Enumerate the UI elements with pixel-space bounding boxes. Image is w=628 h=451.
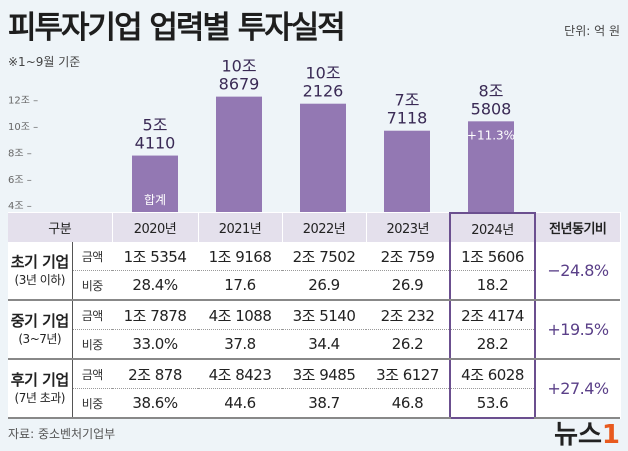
table-cell: 34.4	[282, 329, 366, 360]
bar-chart: 2조 –4조 –6조 –8조 –10조 –12조 –5조4110합계10조867…	[8, 57, 515, 215]
table-cell: 2조 7502	[282, 242, 366, 271]
row-label: 비중	[72, 270, 112, 301]
table-cell: 28.2	[449, 329, 536, 360]
y-tick-label: 6조 –	[8, 175, 32, 186]
table-cell: 18.2	[449, 270, 536, 301]
table-cell: 4조 6028	[449, 359, 536, 389]
y-tick-label: 12조 –	[8, 96, 38, 107]
y-tick-label: 8조 –	[8, 148, 32, 159]
column-header: 전년동기비	[535, 213, 621, 242]
table-row: 후기 기업 (7년 초과) 금액 2조 878 4조 8423 3조 9485 3조 612…	[8, 359, 620, 419]
table-row: 비중 38.6% 44.6 38.7 46.8 53.6	[8, 388, 620, 419]
table-cell: 26.9	[282, 270, 366, 301]
table-cell: 1조 5606	[449, 242, 536, 271]
news1-logo: 뉴스1	[554, 420, 620, 450]
row-label: 금액	[72, 300, 112, 330]
table-row: 중기 기업 (3~7년) 금액 1조 7878 4조 1088 3조 5140 2조 232…	[8, 300, 620, 360]
yoy-change: +19.5%	[534, 300, 620, 360]
column-header: 2021년	[198, 213, 283, 242]
table-cell: 26.9	[366, 270, 450, 301]
table-row: 비중 33.0% 37.8 34.4 26.2 28.2	[8, 329, 620, 360]
table-cell: 37.8	[198, 329, 282, 360]
bar-value-label: 7118	[387, 109, 428, 128]
table-cell: 46.8	[366, 388, 450, 419]
table-cell: 1조 7878	[112, 300, 198, 330]
bar	[468, 121, 514, 215]
table-row: 초기 기업 (3년 이하) 금액 1조 5354 1조 9168 2조 7502 2조 75…	[8, 242, 620, 301]
bar	[216, 96, 262, 215]
table-cell: 1조 9168	[198, 242, 282, 271]
bar-value-label: 10조	[221, 57, 256, 76]
bar-value-label: 5808	[471, 99, 512, 118]
column-header: 2020년	[112, 213, 199, 242]
table-cell: 33.0%	[112, 329, 198, 360]
table-cell: 2조 4174	[449, 300, 536, 330]
column-header: 구분	[8, 213, 113, 242]
column-header: 2024년	[449, 212, 536, 242]
table-cell: 2조 232	[366, 300, 450, 330]
row-label: 금액	[72, 359, 112, 389]
y-tick-label: 4조 –	[8, 201, 32, 212]
column-header: 2023년	[366, 213, 451, 242]
group-label: 중기 기업 (3~7년)	[8, 300, 73, 360]
table-cell: 53.6	[449, 388, 536, 419]
bar-value-label: 8조	[479, 81, 504, 100]
bar-annotation: 합계	[144, 193, 166, 207]
source: 자료: 중소벤처기업부	[8, 427, 116, 441]
row-label: 비중	[72, 329, 112, 360]
table-cell: 38.6%	[112, 388, 198, 419]
bar	[300, 103, 346, 215]
table-cell: 4조 1088	[198, 300, 282, 330]
table-cell: 38.7	[282, 388, 366, 419]
table-cell: 4조 8423	[198, 359, 282, 389]
table-row: 비중 28.4% 17.6 26.9 26.9 18.2	[8, 270, 620, 301]
y-tick-label: 10조 –	[8, 122, 38, 133]
bar-value-label: 4110	[135, 134, 176, 153]
column-header: 2022년	[282, 213, 367, 242]
bar-value-label: 2126	[303, 82, 344, 101]
table-cell: 1조 5354	[112, 242, 198, 271]
table-cell: 2조 878	[112, 359, 198, 389]
bar-value-label: 10조	[305, 64, 340, 83]
chart-title: 피투자기업 업력별 투자실적	[8, 10, 346, 46]
table-cell: 3조 9485	[282, 359, 366, 389]
bar-value-label: 5조	[143, 116, 168, 135]
data-table: 구분 2020년 2021년 2022년 2023년 2024년 전년동기비 초기 기업 (3…	[8, 212, 621, 419]
group-label: 후기 기업 (7년 초과)	[8, 359, 73, 419]
bar-value-label: 7조	[395, 91, 420, 110]
bar-annotation: +11.3%	[467, 128, 515, 142]
row-label: 금액	[72, 242, 112, 271]
note: ※1~9월 기준	[8, 55, 81, 69]
table-cell: 2조 759	[366, 242, 450, 271]
unit-label: 단위: 억 원	[564, 24, 620, 38]
bar	[384, 130, 430, 215]
table-cell: 17.6	[198, 270, 282, 301]
table-cell: 44.6	[198, 388, 282, 419]
table-cell: 26.2	[366, 329, 450, 360]
row-label: 비중	[72, 388, 112, 419]
table-cell: 3조 6127	[366, 359, 450, 389]
table-cell: 3조 5140	[282, 300, 366, 330]
bar-value-label: 8679	[219, 75, 260, 94]
bar	[132, 155, 178, 215]
table-cell: 28.4%	[112, 270, 198, 301]
yoy-change: −24.8%	[534, 242, 620, 301]
group-label: 초기 기업 (3년 이하)	[8, 242, 73, 301]
yoy-change: +27.4%	[534, 359, 620, 419]
